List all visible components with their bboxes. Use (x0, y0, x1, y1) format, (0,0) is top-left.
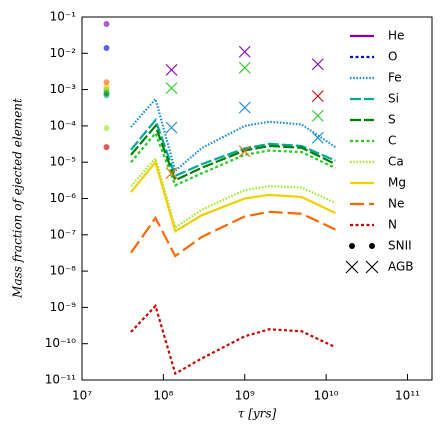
agb-point (311, 109, 324, 122)
y-tick-label: 10⁻³ (50, 82, 77, 96)
legend-label: C (388, 134, 396, 148)
x-tick-label: 10¹¹ (395, 389, 420, 403)
x-axis-label: τ [yrs] (238, 407, 277, 421)
legend-label: Mg (388, 176, 406, 190)
agb-point (165, 121, 178, 134)
plot-frame (81, 16, 433, 381)
legend-label: Ne (388, 197, 404, 211)
legend-label: Si (388, 92, 399, 106)
legend-swatch (349, 243, 355, 249)
legend-label: N (388, 218, 397, 232)
series-line (130, 210, 336, 258)
agb-point (238, 61, 251, 74)
series-line (130, 123, 336, 182)
y-tick-label: 10⁻⁹ (50, 300, 77, 314)
snii-point (103, 125, 110, 132)
agb-point (238, 145, 251, 158)
legend-label: He (388, 29, 404, 43)
series-line (130, 96, 337, 173)
series-line (130, 131, 336, 187)
agb-point (311, 58, 324, 71)
y-axis-label: Mass fraction of ejected element (11, 98, 25, 299)
agb-point (165, 82, 178, 94)
y-tick-label: 10⁻⁸ (50, 264, 77, 278)
x-tick-label: 10⁸ (153, 389, 173, 403)
legend-label: Ca (388, 155, 404, 169)
legend-label: SNII (388, 239, 412, 253)
legend-label: O (388, 50, 397, 64)
snii-point (103, 79, 110, 86)
agb-point (311, 90, 324, 103)
agb-point (238, 45, 251, 58)
legend-swatch (369, 243, 375, 249)
y-tick-label: 10⁻¹ (50, 10, 77, 24)
x-tick-label: 10⁷ (72, 389, 92, 403)
snii-point (103, 144, 110, 151)
snii-point (103, 21, 110, 28)
y-tick-label: 10⁻⁷ (50, 227, 77, 241)
x-tick-label: 10¹⁰ (314, 389, 339, 403)
snii-point (103, 44, 110, 51)
series-line (130, 159, 336, 233)
series-line (130, 156, 336, 230)
agb-point (238, 101, 251, 114)
legend-swatch (345, 260, 359, 274)
legend-label: Fe (388, 71, 402, 85)
agb-point (165, 167, 178, 180)
y-tick-label: 10⁻² (50, 46, 77, 60)
y-tick-label: 10⁻⁴ (50, 118, 77, 132)
agb-point (311, 131, 324, 144)
series-line (130, 117, 336, 178)
series-line (130, 303, 336, 376)
y-tick-label: 10⁻⁶ (50, 191, 77, 205)
legend-swatch (365, 260, 379, 274)
y-tick-label: 10⁻¹⁰ (45, 336, 76, 350)
y-tick-label: 10⁻¹¹ (45, 373, 76, 387)
agb-point (165, 63, 178, 76)
legend-label: AGB (388, 260, 414, 274)
y-tick-label: 10⁻⁵ (50, 155, 77, 169)
snii-point (103, 83, 110, 90)
x-tick-label: 10⁹ (235, 389, 255, 403)
legend-label: S (388, 113, 396, 127)
